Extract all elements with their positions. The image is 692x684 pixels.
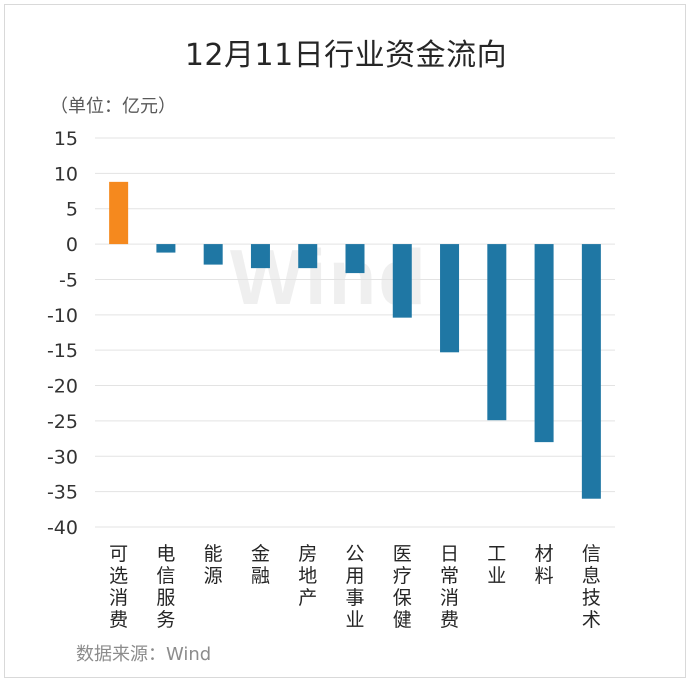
bar (109, 181, 129, 245)
x-tick-label: 工业 (487, 543, 506, 587)
bar (298, 244, 318, 269)
x-tick-label: 金融 (251, 543, 270, 587)
y-tick-label: 10 (54, 163, 78, 185)
y-tick-label: 0 (66, 234, 78, 256)
bar (534, 244, 554, 443)
bar (392, 244, 412, 318)
source-note: 数据来源：Wind (76, 644, 212, 665)
x-tick-label: 信息技术 (582, 543, 601, 631)
y-tick-label: 5 (66, 199, 78, 221)
y-tick-label: -40 (47, 517, 78, 539)
x-tick-label: 公用事业 (345, 543, 364, 631)
bar (250, 244, 270, 269)
y-tick-label: -5 (59, 269, 78, 291)
y-tick-label: -20 (47, 376, 78, 398)
y-tick-label: -30 (47, 446, 78, 468)
y-tick-label: -15 (47, 340, 78, 362)
x-tick-label: 可选消费 (109, 543, 128, 631)
unit-label: （单位：亿元） (50, 96, 176, 117)
chart-frame (4, 4, 686, 678)
y-tick-label: -35 (47, 482, 78, 504)
x-tick-label: 医疗保健 (393, 543, 412, 631)
bar (156, 244, 176, 253)
y-tick-label: -25 (47, 411, 78, 433)
y-tick-label: -10 (47, 305, 78, 327)
x-tick-label: 日常消费 (440, 543, 459, 631)
chart-title: 12月11日行业资金流向 (184, 38, 508, 73)
x-tick-label: 电信服务 (156, 543, 175, 631)
bar (345, 244, 365, 274)
bar (440, 244, 460, 353)
bar (581, 244, 601, 499)
x-tick-label: 能源 (204, 543, 223, 587)
y-tick-label: 15 (54, 128, 78, 150)
bar (487, 244, 507, 421)
x-tick-label: 材料 (535, 543, 554, 587)
bar (203, 244, 223, 265)
x-tick-label: 房地产 (298, 543, 317, 609)
